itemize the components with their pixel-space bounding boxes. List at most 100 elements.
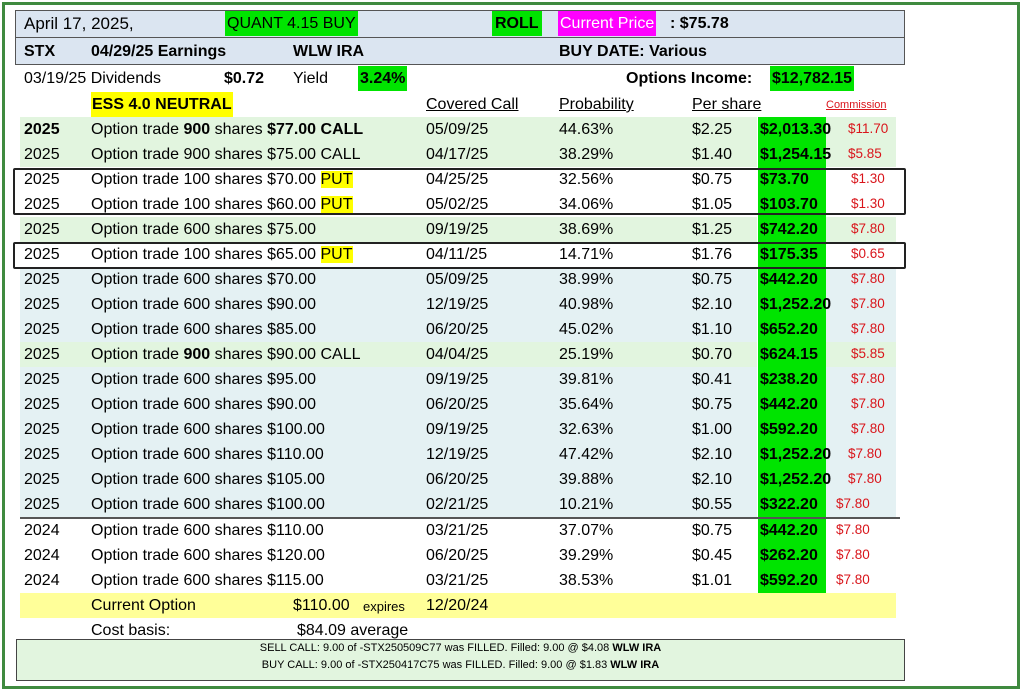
sell-fill-text: SELL CALL: 9.00 of -STX250509C77 was FIL…: [259, 642, 613, 654]
row-probability: 47.42%: [559, 446, 614, 463]
row-year: 2025: [24, 446, 60, 463]
row-band: [20, 117, 757, 142]
row-total: $442.20: [760, 267, 826, 292]
row-expiry-date: 05/02/25: [426, 196, 489, 213]
row-description: Option trade 600 shares $75.00: [91, 217, 316, 242]
quant-rating: QUANT 4.15 BUY: [225, 11, 358, 36]
row-probability: 45.02%: [559, 321, 614, 338]
row-per-share: $0.75: [692, 522, 733, 539]
row-probability: 35.64%: [559, 396, 614, 413]
row-year: 2025: [24, 146, 60, 163]
desc-prefix: Option trade 100 shares $60.00: [91, 196, 321, 213]
row-expiry-date: 12/19/25: [426, 446, 489, 463]
row-per-share: $1.25: [692, 221, 733, 238]
row-band-tail: [826, 543, 896, 568]
current-option-band: [20, 593, 896, 618]
row-expiry-date: 06/20/25: [426, 547, 489, 564]
row-commission: $7.80: [851, 221, 885, 236]
yield-label: Yield: [293, 70, 328, 87]
col-per-share: Per share: [692, 96, 762, 113]
buy-fill-account: WLW IRA: [610, 659, 660, 671]
desc-put-tag: PUT: [320, 246, 353, 263]
row-commission: $7.80: [851, 421, 885, 436]
row-total: $175.35: [760, 242, 826, 267]
row-total: $592.20: [760, 417, 826, 442]
row-description: Option trade 900 shares $90.00 CALL: [91, 342, 361, 367]
row-description: Option trade 600 shares $115.00: [91, 568, 324, 593]
row-year: 2025: [24, 396, 60, 413]
row-band-tail: [826, 492, 896, 517]
row-description: Option trade 600 shares $105.00: [91, 467, 325, 492]
row-year: 2024: [24, 547, 60, 564]
row-expiry-date: 04/04/25: [426, 346, 489, 363]
row-band: [20, 267, 757, 292]
row-description: Option trade 600 shares $90.00: [91, 292, 316, 317]
table-row: 2025 Option trade 900 shares $75.00 CALL 0…: [0, 142, 1024, 167]
desc-prefix: Option trade 600 shares $110.00: [91, 522, 324, 539]
desc-prefix: Option trade 600 shares $120.00: [91, 547, 325, 564]
row-total: $1,252.20: [760, 292, 831, 317]
row-total: $1,252.20: [760, 442, 831, 467]
row-probability: 32.56%: [559, 171, 614, 188]
row-commission: $7.80: [851, 296, 885, 311]
row-expiry-date: 02/21/25: [426, 496, 489, 513]
desc-prefix: Option trade 100 shares $70.00: [91, 171, 321, 188]
table-row: 2025 Option trade 100 shares $70.00 PUT 04…: [0, 167, 1024, 192]
order-fills-box: SELL CALL: 9.00 of -STX250509C77 was FIL…: [16, 639, 905, 681]
table-row: 2025 Option trade 900 shares $77.00 CALL 0…: [0, 117, 1024, 142]
row-band-tail: [826, 417, 896, 442]
row-year: 2025: [24, 321, 60, 338]
row-year: 2025: [24, 271, 60, 288]
row-band: [20, 242, 757, 267]
report-date: April 17, 2025,: [24, 14, 134, 33]
row-band-tail: [826, 442, 896, 467]
row-description: Option trade 600 shares $95.00: [91, 367, 316, 392]
options-income-value: $12,782.15: [770, 66, 855, 91]
row-per-share: $1.40: [692, 146, 733, 163]
row-band: [20, 192, 757, 217]
row-expiry-date: 03/21/25: [426, 572, 489, 589]
earnings-date: 04/29/25 Earnings: [91, 43, 227, 60]
table-row: 2025 Option trade 600 shares $100.00 09/19…: [0, 417, 1024, 442]
row-total: $322.20: [760, 492, 826, 517]
desc-prefix: Option trade: [91, 346, 184, 363]
account-name: WLW IRA: [293, 43, 365, 60]
current-price-value: : $75.78: [670, 15, 729, 32]
row-commission: $7.80: [836, 522, 870, 537]
row-per-share: $0.45: [692, 547, 733, 564]
row-probability: 39.29%: [559, 547, 614, 564]
col-covered-call: Covered Call: [426, 96, 519, 113]
row-band-tail: [826, 317, 896, 342]
desc-prefix: Option trade 600 shares $70.00: [91, 271, 317, 288]
row-description: Option trade 900 shares $77.00 CALL: [91, 117, 363, 142]
table-row: 2025 Option trade 900 shares $90.00 CALL 0…: [0, 342, 1024, 367]
table-row: 2025 Option trade 600 shares $70.00 05/09/…: [0, 267, 1024, 292]
row-year: 2025: [24, 496, 60, 513]
desc-prefix: Option trade 600 shares $105.00: [91, 471, 325, 488]
row-commission: $7.80: [836, 572, 870, 587]
row-band-tail: [826, 568, 896, 593]
row-per-share: $2.10: [692, 446, 733, 463]
desc-prefix: Option trade 600 shares $110.00: [91, 446, 324, 463]
row-band-tail: [826, 167, 896, 192]
desc-suffix: CALL: [316, 121, 364, 138]
put-trades-box: [13, 168, 906, 215]
row-total: $238.20: [760, 367, 826, 392]
row-band-tail: [826, 367, 896, 392]
row-band: [20, 518, 757, 543]
row-total: $1,252.20: [760, 467, 831, 492]
row-total: $2,013.30: [760, 117, 831, 142]
row-year: 2025: [24, 296, 60, 313]
cost-basis-value: $84.09 average: [297, 622, 409, 639]
row-band-tail: [826, 518, 896, 543]
row-total: $442.20: [760, 518, 826, 543]
row-expiry-date: 12/19/25: [426, 296, 489, 313]
row-description: Option trade 600 shares $120.00: [91, 543, 325, 568]
sell-fill-line: SELL CALL: 9.00 of -STX250509C77 was FIL…: [17, 640, 904, 657]
row-expiry-date: 09/19/25: [426, 421, 489, 438]
row-total: $103.70: [760, 192, 826, 217]
row-total: $652.20: [760, 317, 826, 342]
row-expiry-date: 05/09/25: [426, 271, 489, 288]
row-band: [20, 217, 757, 242]
row-band: [20, 417, 757, 442]
